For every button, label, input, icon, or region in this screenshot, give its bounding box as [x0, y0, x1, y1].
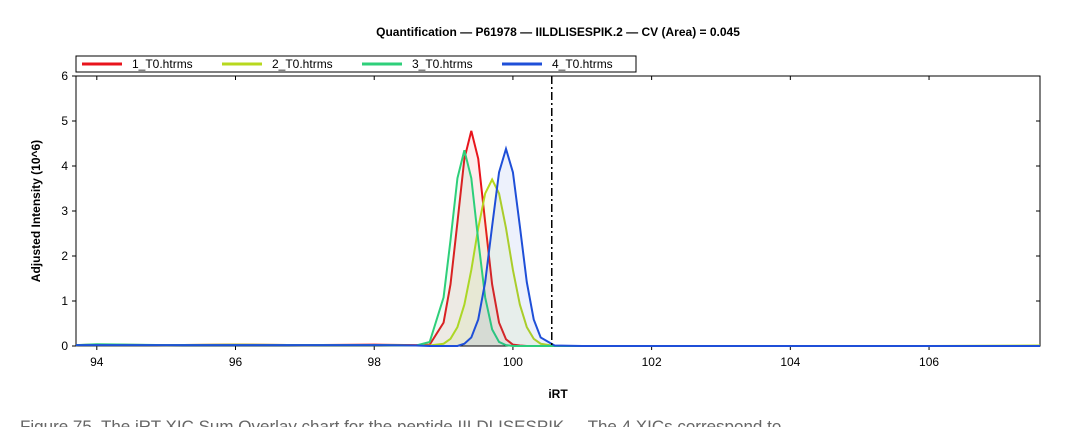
x-tick-label: 106	[919, 355, 939, 369]
plot-frame	[75, 75, 1041, 347]
chart-title: Quantification — P61978 — IILDLISESPIK.2…	[376, 25, 740, 39]
x-tick-label: 102	[642, 355, 662, 369]
y-tick-label: 5	[61, 114, 68, 128]
x-tick-label: 94	[90, 355, 104, 369]
series-line	[76, 145, 1040, 347]
y-tick-label: 0	[61, 339, 68, 353]
y-tick-label: 2	[61, 249, 68, 263]
series-line	[76, 177, 1041, 347]
y-tick-label: 1	[61, 294, 68, 308]
caption: Figure 75. The iRT XIC Sum Overlay chart…	[20, 417, 781, 427]
legend-label: 1_T0.htrms	[132, 57, 193, 71]
x-tick-label: 96	[229, 355, 243, 369]
x-tick-label: 104	[780, 355, 800, 369]
x-tick-label: 98	[368, 355, 382, 369]
y-tick-label: 3	[61, 204, 68, 218]
series-line	[75, 130, 1040, 347]
y-axis-label: Adjusted Intensity (10^6)	[29, 140, 43, 282]
legend-label: 2_T0.htrms	[272, 57, 333, 71]
x-tick-label: 100	[503, 355, 523, 369]
y-tick-label: 6	[61, 69, 68, 83]
series-line	[75, 150, 1040, 347]
legend-label: 3_T0.htrms	[412, 57, 473, 71]
x-axis-label: iRT	[548, 387, 568, 401]
legend-box	[75, 55, 637, 73]
y-tick-label: 4	[61, 159, 68, 173]
legend-label: 4_T0.htrms	[552, 57, 613, 71]
